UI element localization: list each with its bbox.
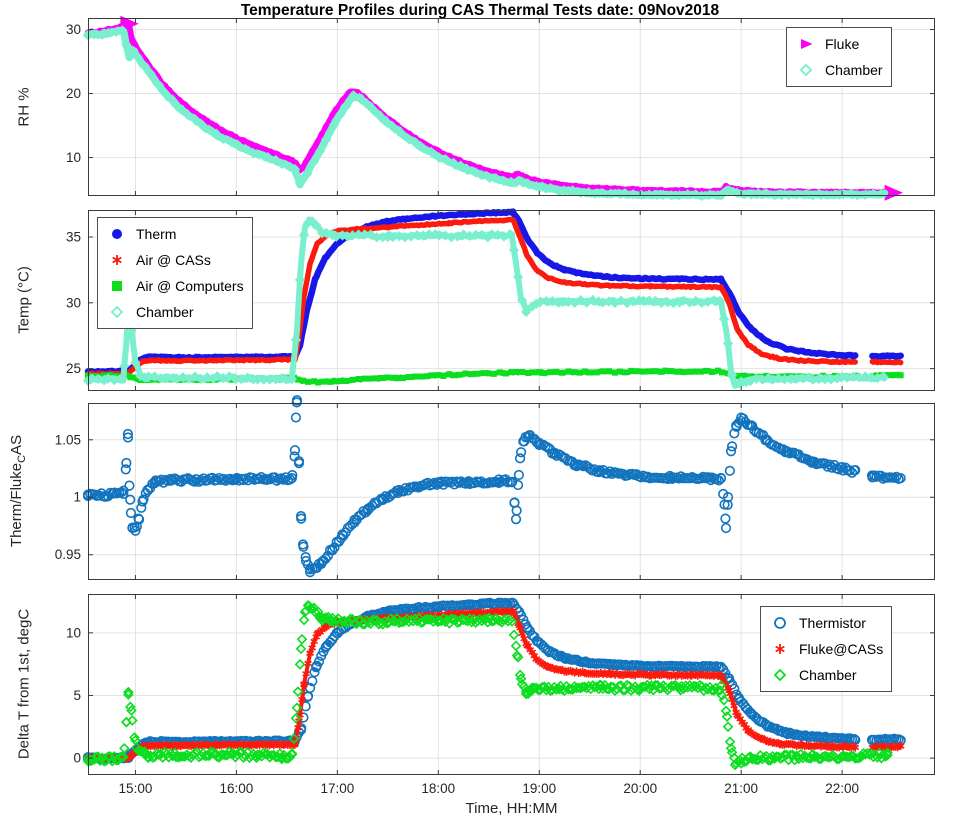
legend-label: Fluke@CASs — [799, 641, 884, 657]
legend-item-chamber: Chamber — [100, 299, 244, 325]
legend-label: Air @ CASs — [136, 252, 211, 268]
legend-label: Chamber — [136, 304, 194, 320]
x-tick-label: 20:00 — [623, 781, 657, 796]
legend-label: Air @ Computers — [136, 278, 244, 294]
x-tick-label: 15:00 — [119, 781, 153, 796]
delta-legend: Thermistor Fluke@CASs Chamber — [760, 606, 893, 692]
x-axis-label: Time, HH:MM — [465, 800, 558, 817]
diamond-icon — [100, 304, 134, 320]
circle-icon — [763, 615, 797, 631]
series-band-therm — [84, 208, 904, 376]
delta-plot: 0 5 10 15:00 16:00 17:00 18:00 19:00 20:00 21:00 2… — [66, 594, 935, 796]
legend-item-air-cass: Air @ CASs — [100, 247, 244, 273]
legend-label: Thermistor — [799, 615, 866, 631]
circle-icon — [100, 226, 134, 242]
axes-box — [88, 403, 935, 580]
y-axis-label-temp: Temp (°C) — [15, 266, 33, 334]
axes-box — [88, 18, 935, 196]
y-axis-label-rh: RH % — [15, 87, 33, 127]
y-tick-label: 30 — [66, 295, 81, 310]
y-tick-label: 1.05 — [55, 432, 81, 447]
y-axis-label-ratio: Therm/FlukeCAS — [8, 434, 28, 548]
legend-item-therm: Therm — [100, 221, 244, 247]
y-tick-label: 20 — [66, 86, 81, 101]
triangle-right-icon — [884, 184, 903, 201]
series-markers-therm-fluke-ratio — [82, 395, 906, 578]
y-tick-label: 5 — [73, 688, 81, 703]
rh-legend: Fluke Chamber — [786, 27, 892, 87]
x-tick-label: 16:00 — [220, 781, 254, 796]
asterisk-icon — [100, 252, 134, 268]
legend-label: Fluke — [825, 36, 860, 52]
y-tick-label: 1 — [73, 490, 81, 505]
axes-box — [88, 594, 935, 775]
x-tick-label: 21:00 — [724, 781, 758, 796]
temp-legend: Therm Air @ CASs Air @ Computers Chamber — [97, 217, 253, 329]
series-band-fluke — [84, 20, 897, 197]
y-tick-label: 0.95 — [55, 547, 81, 562]
y-tick-label: 35 — [66, 229, 81, 244]
legend-label: Chamber — [825, 62, 883, 78]
legend-item-chamber: Chamber — [789, 57, 883, 83]
square-icon — [100, 278, 134, 294]
y-tick-label: 10 — [66, 150, 81, 165]
x-tick-label: 22:00 — [825, 781, 859, 796]
y-axis-label-delta: Delta T from 1st, degC — [15, 608, 33, 760]
x-tick-label: 17:00 — [320, 781, 354, 796]
asterisk-icon — [763, 641, 797, 657]
legend-item-thermistor: Thermistor — [763, 610, 883, 636]
triangle-right-icon — [789, 36, 823, 52]
series-band-air-cass — [85, 216, 904, 378]
y-tick-label: 25 — [66, 361, 81, 376]
x-tick-label: 19:00 — [522, 781, 556, 796]
series-markers-air-computers — [85, 367, 904, 386]
legend-item-chamber: Chamber — [763, 662, 883, 688]
y-tick-label: 10 — [66, 625, 81, 640]
temp-plot: 25 30 35 — [66, 208, 935, 391]
legend-item-fluke-cass: Fluke@CASs — [763, 636, 883, 662]
y-tick-label: 30 — [66, 22, 81, 37]
diamond-icon — [763, 667, 797, 683]
legend-label: Chamber — [799, 667, 857, 683]
chart-title: Temperature Profiles during CAS Thermal … — [240, 2, 720, 19]
legend-item-air-computers: Air @ Computers — [100, 273, 244, 299]
axes-box — [88, 210, 935, 391]
legend-item-fluke: Fluke — [789, 31, 883, 57]
legend-label: Therm — [136, 226, 177, 242]
y-tick-label: 0 — [73, 751, 81, 766]
diamond-icon — [789, 62, 823, 78]
series-band-chamber — [84, 26, 889, 200]
series-markers-chamber — [82, 25, 887, 201]
x-tick-label: 18:00 — [421, 781, 455, 796]
ratio-plot: 0.95 1 1.05 — [55, 395, 935, 580]
